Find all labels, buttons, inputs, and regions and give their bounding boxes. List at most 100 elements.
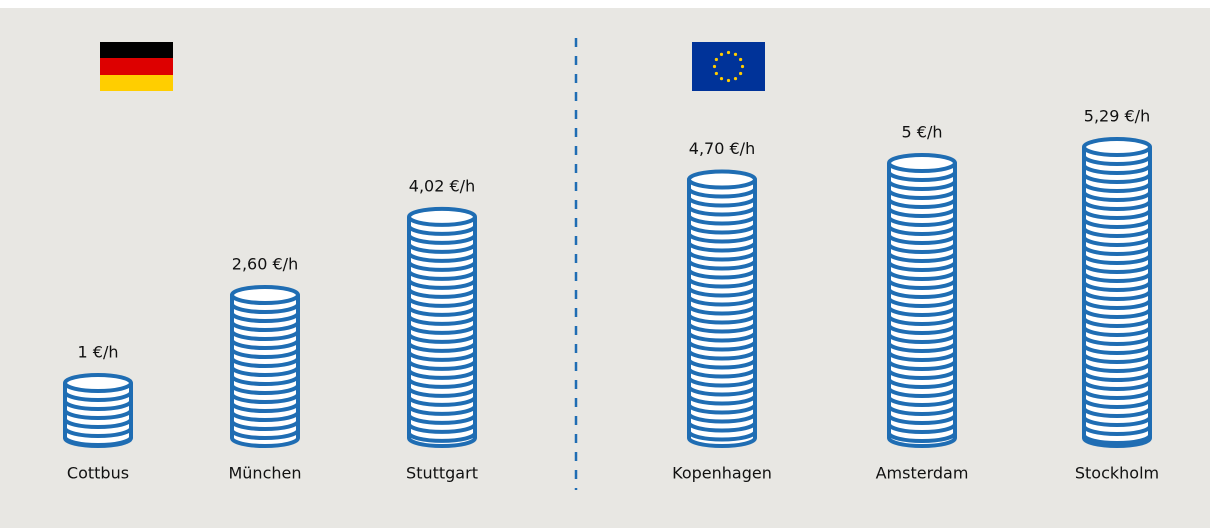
coin-edge bbox=[407, 405, 477, 416]
coin-edge bbox=[1082, 155, 1152, 167]
category-label: Cottbus bbox=[67, 464, 129, 483]
coin-edge bbox=[1082, 200, 1152, 212]
coin-edge bbox=[230, 411, 300, 422]
coin-edge bbox=[687, 232, 757, 244]
value-label: 4,02 €/h bbox=[409, 176, 475, 195]
coin-edge bbox=[1082, 236, 1152, 248]
coin-stack bbox=[63, 373, 133, 448]
coin-edge bbox=[887, 387, 957, 398]
coin-edge bbox=[1082, 245, 1152, 257]
coin-edge bbox=[1082, 353, 1152, 365]
coin-edge bbox=[230, 393, 300, 404]
coin-edge bbox=[887, 207, 957, 218]
coin-edge bbox=[407, 243, 477, 254]
coin-edge bbox=[687, 286, 757, 298]
coin-edge bbox=[1082, 173, 1152, 185]
coin-edge bbox=[887, 216, 957, 227]
coin-edge bbox=[230, 348, 300, 359]
coin-edge bbox=[687, 403, 757, 415]
coin-edge bbox=[887, 171, 957, 182]
coin-edge bbox=[887, 423, 957, 434]
coin-edge bbox=[687, 241, 757, 253]
value-label: 5 €/h bbox=[902, 123, 943, 142]
coin-edge bbox=[1082, 326, 1152, 338]
coin-edge bbox=[407, 234, 477, 245]
coin-stack bbox=[407, 206, 477, 448]
coin-edge bbox=[687, 268, 757, 280]
coin-edge bbox=[407, 261, 477, 272]
coin-edge bbox=[887, 243, 957, 254]
coin-edge bbox=[687, 394, 757, 406]
coin-edge bbox=[407, 225, 477, 236]
coin-edge bbox=[687, 259, 757, 271]
coin-edge bbox=[687, 196, 757, 208]
coin-edge bbox=[887, 378, 957, 389]
coin-edge bbox=[687, 376, 757, 388]
coin-edge bbox=[1082, 182, 1152, 194]
coin-edge bbox=[407, 423, 477, 434]
coin-edge bbox=[687, 205, 757, 217]
coin-edge bbox=[407, 288, 477, 299]
coin-edge bbox=[230, 312, 300, 323]
coin-edge bbox=[887, 270, 957, 281]
star bbox=[739, 57, 743, 62]
coin-edge bbox=[407, 414, 477, 425]
coin-edge bbox=[407, 351, 477, 362]
coin-edge bbox=[687, 331, 757, 343]
coin-edge bbox=[407, 315, 477, 326]
coin-edge bbox=[687, 412, 757, 424]
star bbox=[714, 57, 718, 62]
coin-edge bbox=[230, 420, 300, 431]
coin-edge bbox=[407, 369, 477, 380]
coin-stack bbox=[887, 153, 957, 448]
coin-edge bbox=[687, 304, 757, 316]
coin-top bbox=[407, 206, 477, 227]
coin-edge bbox=[887, 432, 957, 443]
coin-edge bbox=[407, 378, 477, 389]
coin-edge bbox=[407, 252, 477, 263]
coin-edge bbox=[1082, 416, 1152, 428]
value-label: 4,70 €/h bbox=[689, 139, 755, 158]
coin-edge bbox=[1082, 290, 1152, 302]
coin-edge bbox=[1082, 263, 1152, 275]
star bbox=[740, 64, 745, 69]
coin-edge bbox=[887, 306, 957, 317]
coin-edge bbox=[887, 324, 957, 335]
coin-edge bbox=[230, 330, 300, 341]
coin-edge bbox=[1082, 299, 1152, 311]
coin-edge bbox=[1082, 371, 1152, 383]
coin-edge bbox=[887, 252, 957, 263]
coin-stack bbox=[687, 169, 757, 448]
coin-stack bbox=[1082, 137, 1152, 448]
coin-edge bbox=[687, 295, 757, 307]
coin-edge bbox=[407, 342, 477, 353]
coin-edge bbox=[687, 349, 757, 361]
coin-edge bbox=[887, 333, 957, 344]
coin-edge bbox=[1082, 398, 1152, 410]
coin-edge bbox=[407, 279, 477, 290]
coin-edge bbox=[887, 405, 957, 416]
star bbox=[719, 52, 724, 56]
value-label: 1 €/h bbox=[78, 343, 119, 362]
star bbox=[726, 78, 731, 83]
coin-edge bbox=[1082, 344, 1152, 356]
coin-edge bbox=[1082, 164, 1152, 176]
coin-edge bbox=[407, 333, 477, 344]
germany-flag bbox=[100, 42, 173, 91]
star bbox=[739, 71, 743, 76]
coin-edge bbox=[1082, 227, 1152, 239]
coin-edge bbox=[887, 315, 957, 326]
coin-edge bbox=[887, 234, 957, 245]
coin-edge bbox=[1082, 389, 1152, 401]
coin-edge bbox=[1082, 209, 1152, 221]
coin-edge bbox=[230, 339, 300, 350]
category-label: Stockholm bbox=[1075, 464, 1159, 483]
coin-edge bbox=[887, 360, 957, 371]
coin-edge bbox=[230, 402, 300, 413]
coin-edge bbox=[1082, 218, 1152, 230]
coin-edge bbox=[1082, 308, 1152, 320]
coin-stack bbox=[230, 285, 300, 448]
coin-edge bbox=[1082, 272, 1152, 284]
coin-edge bbox=[230, 303, 300, 314]
